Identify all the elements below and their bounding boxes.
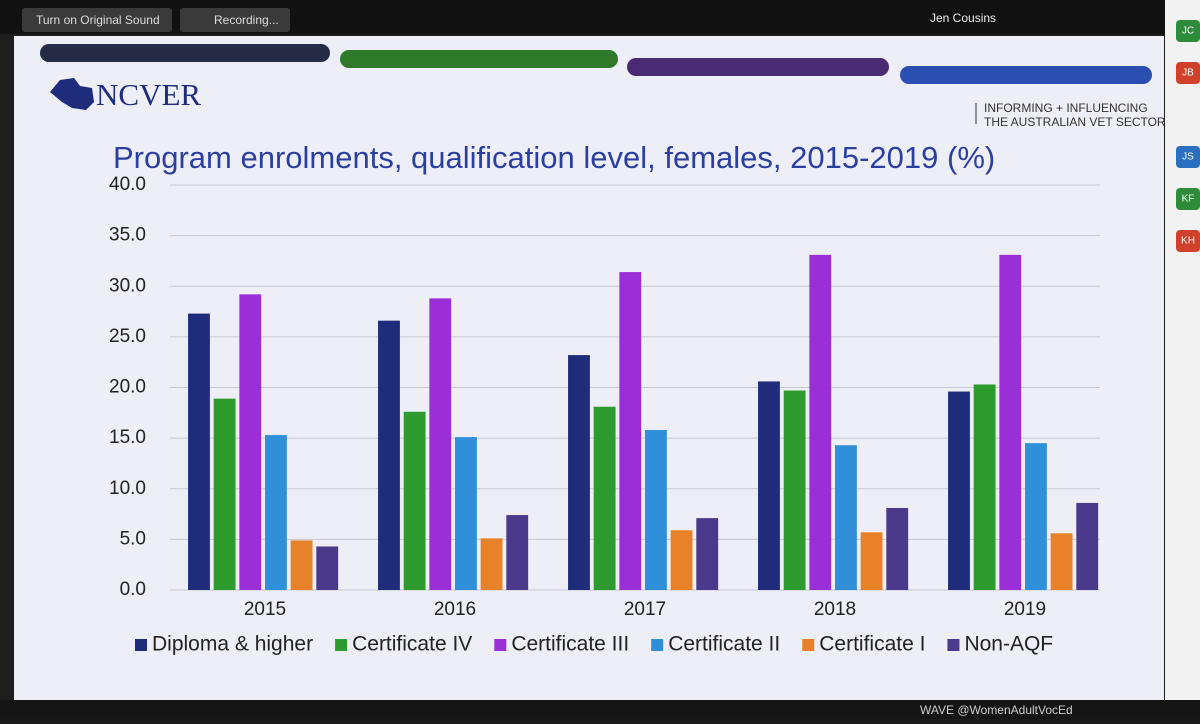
participant-badge xyxy=(1176,188,1200,210)
y-tick-label: 15.0 xyxy=(109,427,146,448)
bar xyxy=(593,406,616,590)
bar xyxy=(568,355,590,590)
participant-name: Jen Cousins xyxy=(930,11,996,25)
legend-swatch xyxy=(802,639,815,651)
tagline: INFORMING + INFLUENCING xyxy=(984,101,1148,115)
y-tick-label: 35.0 xyxy=(109,225,146,246)
bar xyxy=(860,532,883,590)
x-tick-label: 2015 xyxy=(244,599,286,620)
y-tick-label: 30.0 xyxy=(109,275,146,296)
participant-badge xyxy=(1176,230,1200,252)
x-tick-label: 2017 xyxy=(624,599,666,620)
chart-title: Program enrolments, qualification level,… xyxy=(113,140,995,175)
legend-swatch xyxy=(335,639,348,651)
participant-initials: JS xyxy=(1182,152,1194,163)
bar xyxy=(403,411,426,590)
decor-bar xyxy=(627,58,889,76)
x-tick-label: 2019 xyxy=(1004,599,1046,620)
legend-label: Non-AQF xyxy=(964,633,1053,656)
bar xyxy=(290,540,313,590)
bar xyxy=(265,435,287,590)
legend-swatch xyxy=(947,639,960,651)
bar xyxy=(429,298,452,590)
bar xyxy=(506,515,529,590)
sound-button-label[interactable]: Turn on Original Sound xyxy=(36,13,160,27)
bottom-bar xyxy=(0,700,1200,719)
decor-bar xyxy=(900,66,1152,84)
logo-text: NCVER xyxy=(96,77,201,112)
bar xyxy=(480,538,503,590)
legend-label: Certificate III xyxy=(511,633,629,656)
y-tick-label: 5.0 xyxy=(120,528,146,549)
legend-swatch xyxy=(135,639,147,651)
recording-label: Recording... xyxy=(214,13,279,27)
participant-initials: JB xyxy=(1182,68,1194,79)
participants-panel xyxy=(1165,0,1200,719)
legend-label: Certificate I xyxy=(819,633,925,656)
bar xyxy=(670,530,693,590)
footer-handle: WAVE @WomenAdultVocEd xyxy=(920,703,1073,717)
participant-badge xyxy=(1176,62,1200,84)
tagline: THE AUSTRALIAN VET SECTOR xyxy=(984,115,1166,129)
y-tick-label: 10.0 xyxy=(109,478,146,499)
bar xyxy=(999,254,1022,591)
y-tick-label: 40.0 xyxy=(109,174,146,195)
participant-badge xyxy=(1176,20,1200,42)
bar xyxy=(973,384,996,590)
y-tick-label: 0.0 xyxy=(120,579,146,600)
y-tick-label: 25.0 xyxy=(109,326,146,347)
bar xyxy=(455,437,477,590)
bar xyxy=(1076,502,1099,590)
legend-swatch xyxy=(651,639,664,651)
bar xyxy=(835,445,857,590)
bar xyxy=(783,390,806,590)
bar xyxy=(809,254,832,591)
participant-initials: JC xyxy=(1182,26,1194,37)
decor-bar xyxy=(40,44,330,62)
legend-label: Diploma & higher xyxy=(152,633,313,656)
recording-indicator xyxy=(180,8,290,32)
legend-label: Certificate II xyxy=(668,633,780,656)
participant-badge xyxy=(1176,146,1200,168)
bar xyxy=(645,430,667,590)
decor-bar xyxy=(340,50,618,68)
legend-swatch xyxy=(494,639,507,651)
bar xyxy=(886,507,909,590)
x-tick-label: 2018 xyxy=(814,599,856,620)
bar xyxy=(378,320,400,590)
bar xyxy=(758,381,780,590)
bar xyxy=(1025,443,1047,590)
bar xyxy=(619,272,642,590)
participant-initials: KH xyxy=(1181,236,1195,247)
bar xyxy=(239,294,262,590)
bar xyxy=(948,391,970,590)
participant-initials: KF xyxy=(1182,194,1195,205)
bar xyxy=(696,518,719,590)
x-tick-label: 2016 xyxy=(434,599,476,620)
bar xyxy=(188,313,210,590)
bar xyxy=(213,398,236,590)
logo-icon xyxy=(50,78,94,110)
bar xyxy=(1050,533,1073,590)
bar xyxy=(316,546,339,590)
y-tick-label: 20.0 xyxy=(109,377,146,398)
sound-button[interactable] xyxy=(22,8,172,32)
legend-label: Certificate IV xyxy=(352,633,472,656)
